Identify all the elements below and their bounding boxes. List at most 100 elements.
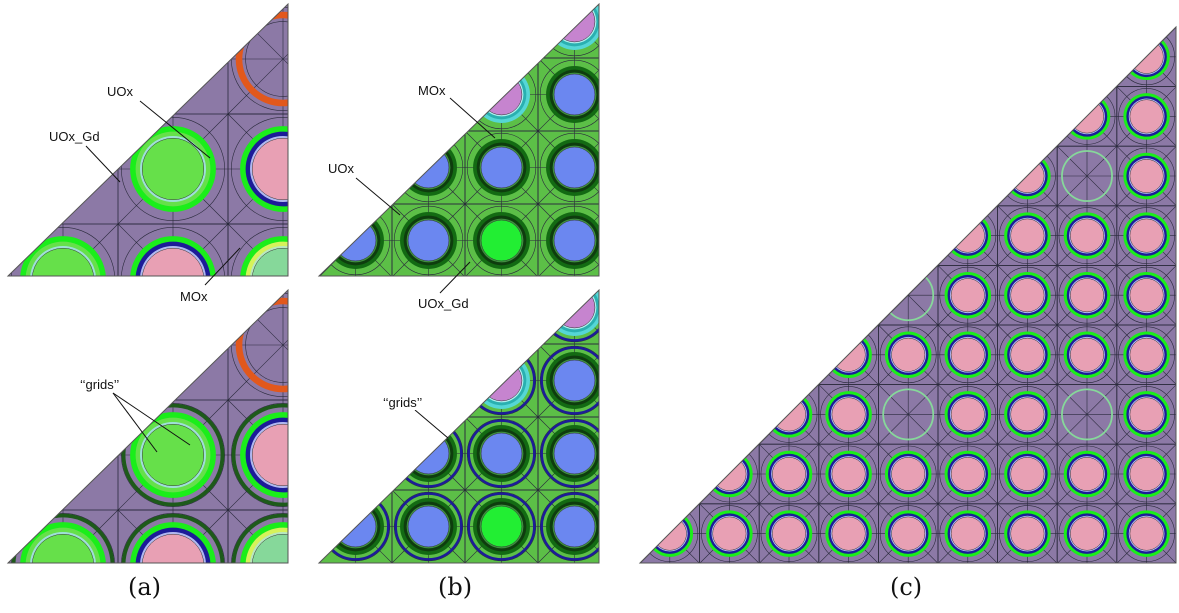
- uox-pin: [997, 503, 1058, 563]
- guideC-pin: [878, 145, 939, 207]
- uox-pin: [640, 324, 700, 385]
- panel-c-outline: [638, 25, 1177, 564]
- uox-pin: [758, 443, 820, 505]
- uox-pin: [117, 509, 229, 563]
- leader-lines: [85, 97, 496, 453]
- uox-pin: [937, 443, 998, 505]
- uox-pin: [997, 384, 1058, 445]
- uox-pin: [818, 384, 879, 445]
- caption-b: (b): [438, 573, 473, 601]
- uox-pin: [997, 205, 1058, 266]
- label-b-uoxgd: UOx_Gd: [418, 296, 469, 311]
- panel-a-bottom-outline: [6, 288, 289, 564]
- panel-a-top: [8, 4, 288, 276]
- uox-pin: [878, 324, 939, 385]
- uox-pin: [1056, 324, 1118, 385]
- uox-pin: [818, 503, 879, 563]
- panel-b-bottom: [319, 290, 599, 563]
- leader-a-uoxgd: [85, 145, 121, 183]
- uox-pin: [1056, 27, 1118, 87]
- uox-pin: [699, 86, 760, 147]
- uox-pin: [818, 443, 879, 505]
- uox-pin: [699, 205, 760, 266]
- uox-pin: [1116, 443, 1176, 505]
- uox-pin: [699, 264, 760, 326]
- buox-pin: [537, 489, 599, 563]
- bmox-pin: [464, 57, 539, 132]
- uox-pin: [640, 27, 700, 87]
- uox-pin: [1116, 145, 1176, 207]
- leader-a-grids-2: [112, 392, 158, 453]
- uox-pin: [937, 145, 998, 207]
- uox-pin: [117, 223, 229, 276]
- buox-pin: [391, 130, 466, 205]
- uox-pin: [640, 86, 700, 147]
- uox-pin: [878, 86, 939, 147]
- uox-pin: [640, 205, 700, 266]
- label-a-grids: ‘‘grids’’: [80, 377, 119, 392]
- uox-pin: [758, 324, 820, 385]
- uox-pin: [997, 27, 1058, 87]
- buox-pin: [391, 416, 466, 491]
- leader-b-mox: [449, 97, 496, 139]
- uox-pin: [878, 443, 939, 505]
- uox-pin: [997, 264, 1058, 326]
- label-a-mox: MOx: [180, 289, 208, 304]
- buox-pin: [537, 343, 599, 418]
- uox-pin: [758, 86, 820, 147]
- uox-pin: [227, 399, 288, 511]
- label-b-mox: MOx: [418, 83, 446, 98]
- leader-b-grids: [414, 409, 449, 439]
- uox-pin: [699, 503, 760, 563]
- uox-pin: [937, 27, 998, 87]
- caption-c: (c): [890, 573, 923, 601]
- uox-pin: [818, 145, 879, 207]
- uox-pin: [640, 264, 700, 326]
- guideC-pin: [699, 384, 760, 445]
- panel-a-top-outline: [6, 2, 289, 277]
- uox-pin: [818, 205, 879, 266]
- uox-pin: [227, 113, 288, 225]
- uox-pin: [640, 384, 700, 445]
- panel-b-bottom-outline: [317, 288, 600, 564]
- uox-pin: [878, 27, 939, 87]
- panel-a-bottom: [8, 290, 288, 563]
- uox-pin: [997, 443, 1058, 505]
- buox-pin: [537, 203, 599, 276]
- uox-pin: [1116, 324, 1176, 385]
- guide-pin: [227, 290, 288, 401]
- guideC-pin: [878, 384, 939, 445]
- bmox-pin: [537, 4, 599, 59]
- uox-pin: [758, 145, 820, 207]
- leader-b-uoxgd: [439, 261, 471, 294]
- buox-pin: [537, 130, 599, 205]
- guide-pin: [227, 4, 288, 115]
- bmox-pin: [464, 343, 539, 418]
- mox-pin: [227, 223, 288, 276]
- buox-pin: [464, 130, 539, 205]
- uoxgd-pin: [8, 223, 119, 276]
- uox-pin: [758, 27, 820, 87]
- uox-pin: [997, 324, 1058, 385]
- leader-b-uox: [355, 177, 401, 216]
- uox-pin: [1116, 205, 1176, 266]
- uox-pin: [1116, 264, 1176, 326]
- buox-pin: [537, 57, 599, 132]
- leader-a-mox: [204, 247, 241, 286]
- guideC-pin: [1056, 384, 1118, 445]
- uox-pin: [1116, 384, 1176, 445]
- label-b-uox: UOx: [328, 161, 355, 176]
- uox-pin: [640, 443, 700, 505]
- uox-pin: [758, 503, 820, 563]
- uoxgd-pin: [117, 399, 229, 511]
- uox-pin: [1056, 264, 1118, 326]
- uox-pin: [1056, 443, 1118, 505]
- uox-pin: [818, 86, 879, 147]
- guideC-pin: [1056, 145, 1118, 207]
- uox-pin: [937, 503, 998, 563]
- uox-pin: [818, 264, 879, 326]
- uox-pin: [937, 264, 998, 326]
- uox-pin: [937, 324, 998, 385]
- uoxgd-pin: [117, 113, 229, 225]
